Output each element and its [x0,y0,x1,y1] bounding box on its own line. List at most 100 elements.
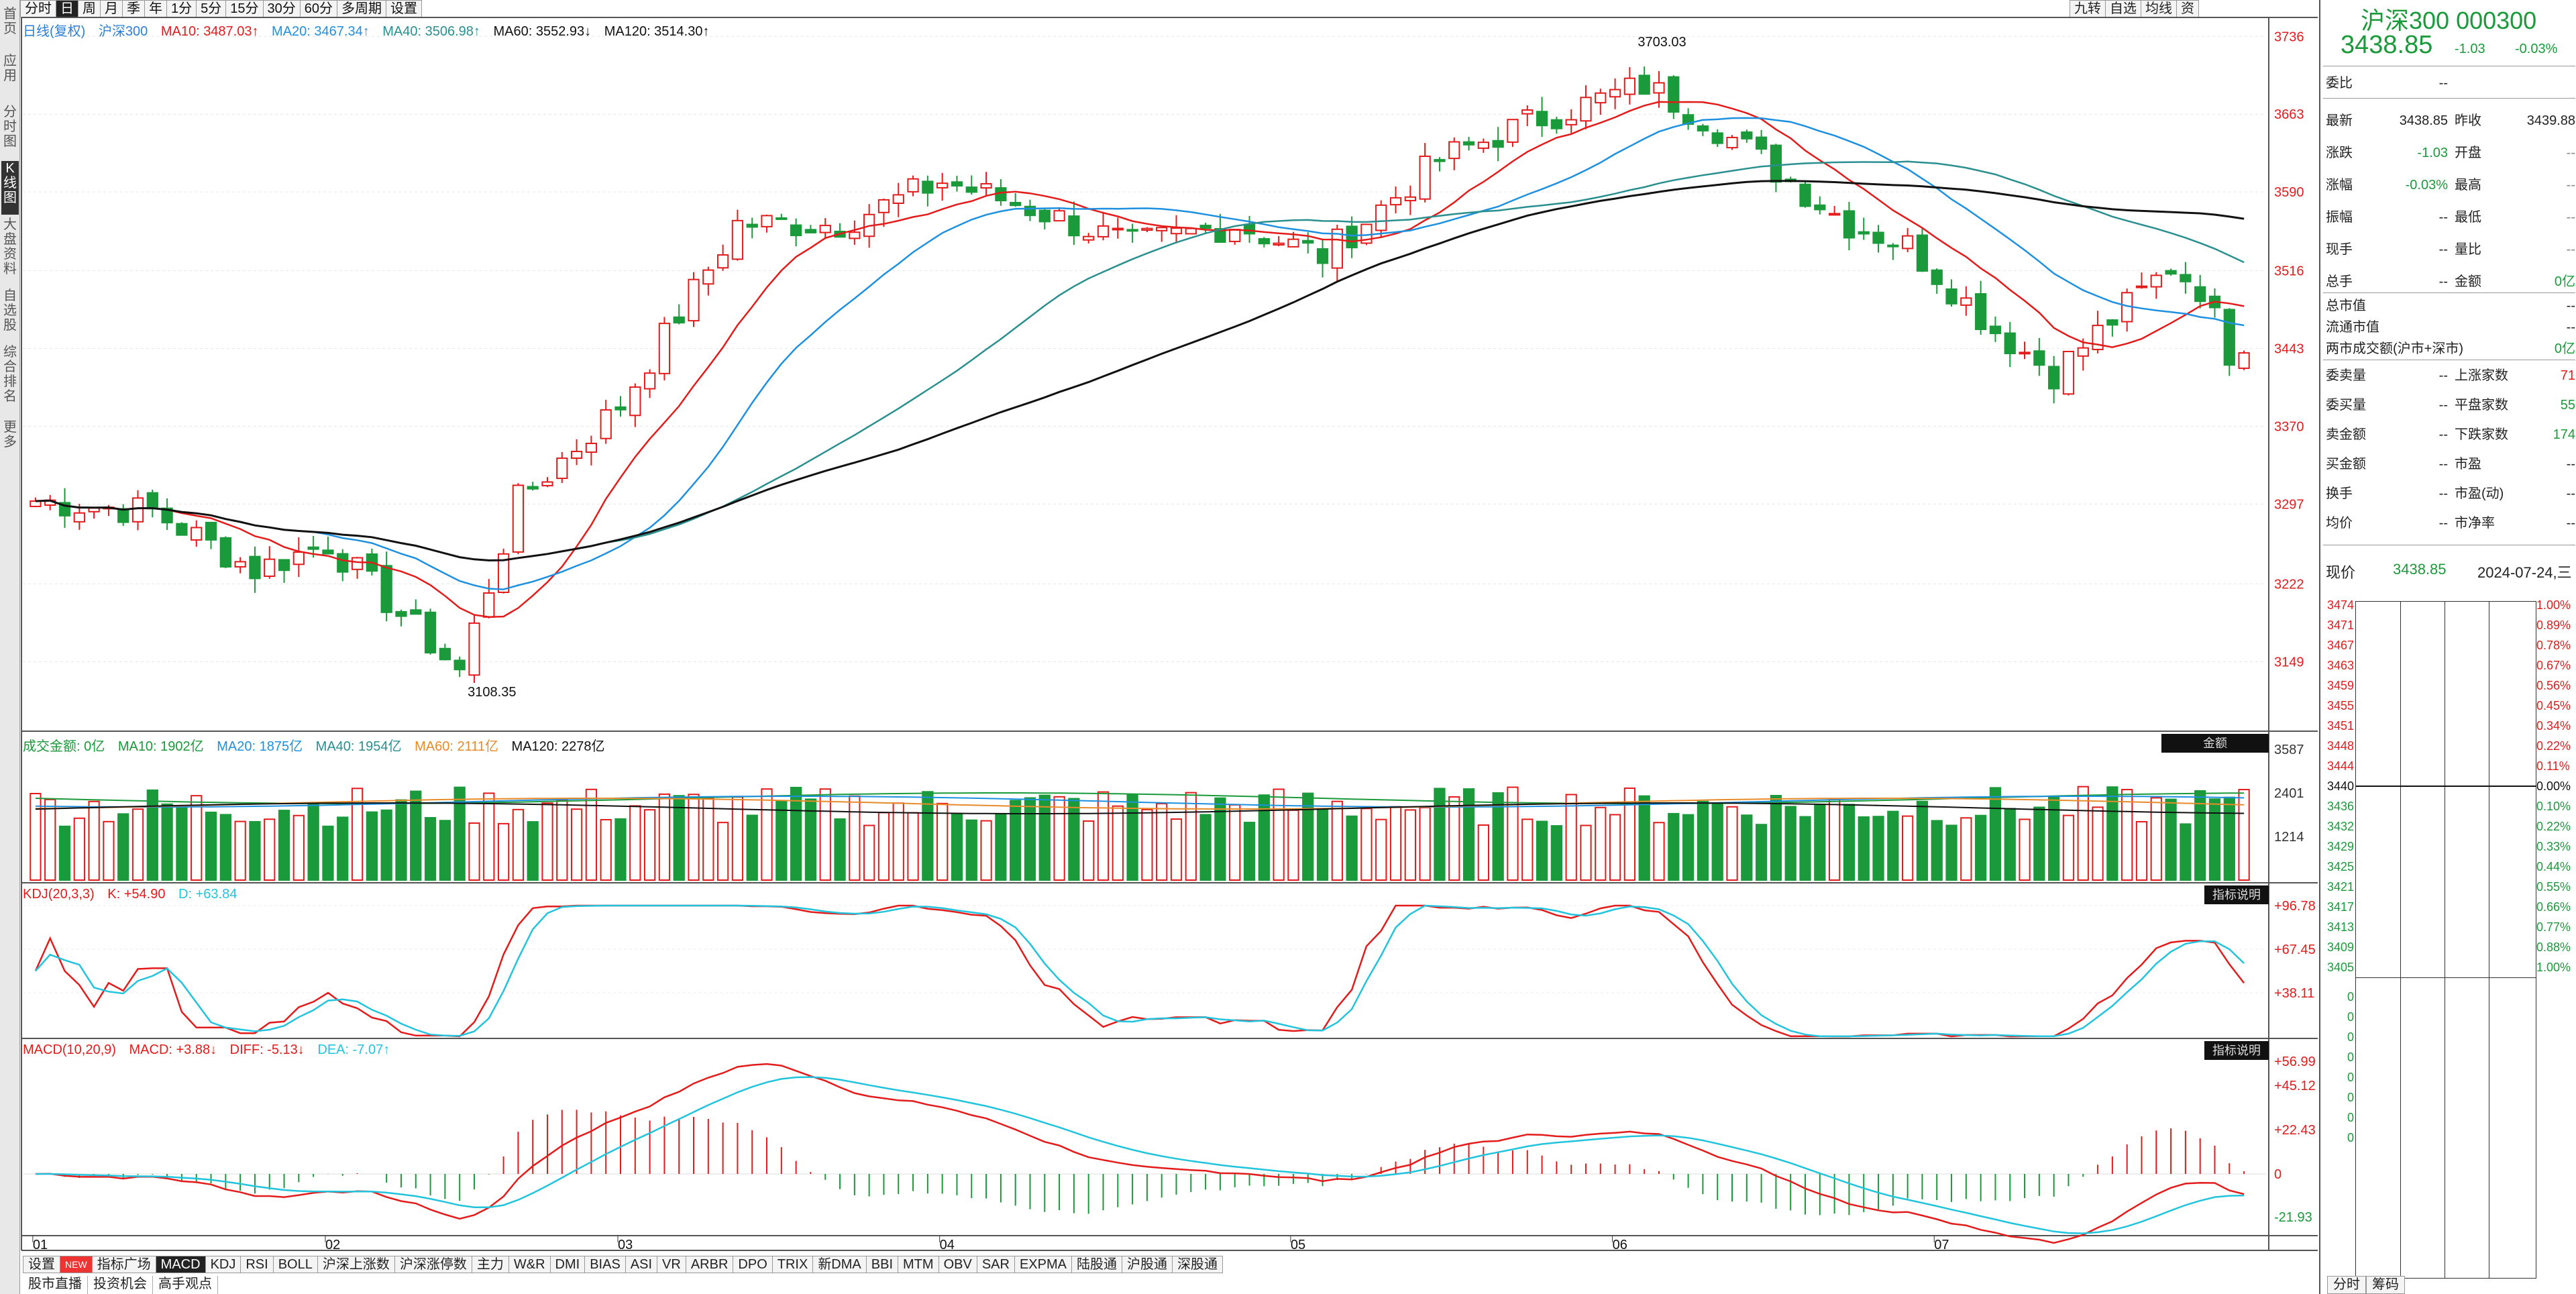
candle-body [556,457,568,480]
period-tab[interactable]: 设置 [386,0,422,17]
volume-bar [1346,815,1358,881]
kdj-tick: +38.11 [2274,986,2314,1001]
side-tab-home[interactable]: 首页 [3,7,17,36]
indicator-tab[interactable]: ASI [625,1256,658,1273]
indicator-tab[interactable]: BIAS [585,1256,626,1273]
quote-price: 3438.85 [2341,31,2433,59]
indicator-tab[interactable]: MACD [156,1256,206,1273]
quote-row: 委买量 -- 平盘家数 55 [2326,392,2575,419]
side-tab-apps[interactable]: 应用 [3,54,17,83]
candle-body [1668,76,1680,113]
indicator-tab[interactable]: BBI [866,1256,899,1273]
quote-row: 最新 3438.85 昨收 3439.88 [2326,107,2575,134]
kline-chart[interactable]: 3736 3663 3590 3516 3443 3370 3297 3222 3149 3703… [0,0,2318,1254]
indicator-tab[interactable]: 新DMA [813,1256,867,1273]
volume-bar [936,802,949,881]
period-tab[interactable]: 15分 [226,0,264,17]
candle-body [1989,325,2002,335]
indicator-tab[interactable]: 设置 [23,1256,60,1273]
candle-body [1960,297,1972,306]
period-tab[interactable]: 60分 [300,0,337,17]
indicator-tab[interactable]: 深股通 [1172,1256,1223,1273]
legend-ma40: MA40: 3506.98↑ [382,24,480,39]
indicator-tab[interactable]: W&R [508,1256,551,1273]
status-link[interactable]: 高手观点 [153,1276,218,1294]
period-tab[interactable]: 5分 [197,0,227,17]
indicator-tab[interactable]: 沪股通 [1122,1256,1173,1273]
indicator-tab[interactable]: OBV [938,1256,977,1273]
indicator-tab[interactable]: ARBR [686,1256,734,1273]
macd-pane-button[interactable]: 指标说明 [2204,1041,2269,1060]
indicator-tab[interactable]: MTM [898,1256,939,1273]
volume-bar [658,793,671,881]
period-tab[interactable]: 多周期 [337,0,386,17]
candle-body [234,561,246,568]
side-tab-timeshare[interactable]: 分时图 [3,105,17,149]
volume-bar [761,788,773,881]
candle-body [1492,140,1504,148]
side-tab-kline[interactable]: K线图 [1,161,19,215]
candle-body [1156,227,1168,231]
indicator-tab[interactable]: DMI [550,1256,586,1273]
vol-legend-ma120: MA120: 2278亿 [511,739,605,754]
period-tab[interactable]: 分时 [20,0,56,17]
volume-bar [1521,818,1534,881]
overlay-tab[interactable]: 均线 [2141,0,2177,17]
indicator-tab[interactable]: 主力 [472,1256,509,1273]
side-tab-more[interactable]: 更多 [3,420,17,449]
indicator-tab[interactable]: VR [657,1256,686,1273]
indicator-tab[interactable]: 沪深上涨数 [317,1256,395,1273]
overlay-tab[interactable]: 资 [2177,0,2199,17]
candle-body [643,372,656,390]
period-tab[interactable]: 1分 [167,0,197,17]
quote-row-value: -- [2438,242,2448,257]
quote-row-value: 0亿 [2554,341,2575,356]
candle-body [716,254,729,269]
volume-bar [1243,822,1256,881]
overlay-tab[interactable]: 自选 [2106,0,2141,17]
indicator-tab[interactable]: KDJ [205,1256,241,1273]
indicator-tab[interactable]: NEW [60,1256,93,1273]
indicator-tab[interactable]: RSI [241,1256,274,1273]
volume-bar [1843,804,1856,881]
period-tab[interactable]: 月 [101,0,123,17]
vol-tick: 3587 [2274,743,2304,757]
vol-pane-button[interactable]: 金额 [2161,734,2269,753]
indicator-tab[interactable]: 沪深涨停数 [394,1256,472,1273]
macd-dea-line [35,1076,2245,1234]
indicator-tab[interactable]: DPO [733,1256,773,1273]
side-tab-watchlist[interactable]: 自选股 [3,288,17,333]
volume-bar [1507,786,1519,881]
volume-bar [716,822,729,881]
right-bottom-tab[interactable]: 分时 [2327,1276,2366,1294]
indicator-tab[interactable]: BOLL [273,1256,318,1273]
volume-bar [366,811,378,881]
indicator-tab[interactable]: 陆股通 [1071,1256,1122,1273]
volume-bar [1711,804,1723,881]
indicator-tab[interactable]: SAR [977,1256,1015,1273]
status-link[interactable]: 股市直播 [23,1276,88,1294]
vol-ma-line [35,798,2245,810]
side-tab-market-info[interactable]: 大盘资料 [3,217,17,276]
volume-bar [2208,798,2221,881]
ladder-pct: 0.77% [2536,920,2571,934]
kdj-pane-button[interactable]: 指标说明 [2204,885,2269,904]
price-tick: 3516 [2274,264,2304,279]
period-tab[interactable]: 季 [123,0,145,17]
volume-bar [1814,804,1826,881]
volume-bar [1331,800,1343,881]
status-link[interactable]: 投资机会 [88,1276,153,1294]
quote-row-key: 两市成交额(沪市+深市) [2326,341,2463,356]
volume-bar [863,824,875,881]
ladder-pct: 0.45% [2536,699,2571,712]
side-tab-ranking[interactable]: 综合排名 [3,345,17,404]
period-tab[interactable]: 30分 [263,0,301,17]
indicator-tab[interactable]: EXPMA [1014,1256,1072,1273]
quote-row-key: 委买量 [2326,398,2366,413]
candle-body [1536,111,1548,127]
indicator-tab[interactable]: 指标广场 [92,1256,156,1273]
quote-row-key2: 上涨家数 [2455,368,2508,383]
right-bottom-tab[interactable]: 筹码 [2366,1276,2405,1294]
period-tab[interactable]: 日 [56,0,78,17]
indicator-tab[interactable]: TRIX [772,1256,814,1273]
